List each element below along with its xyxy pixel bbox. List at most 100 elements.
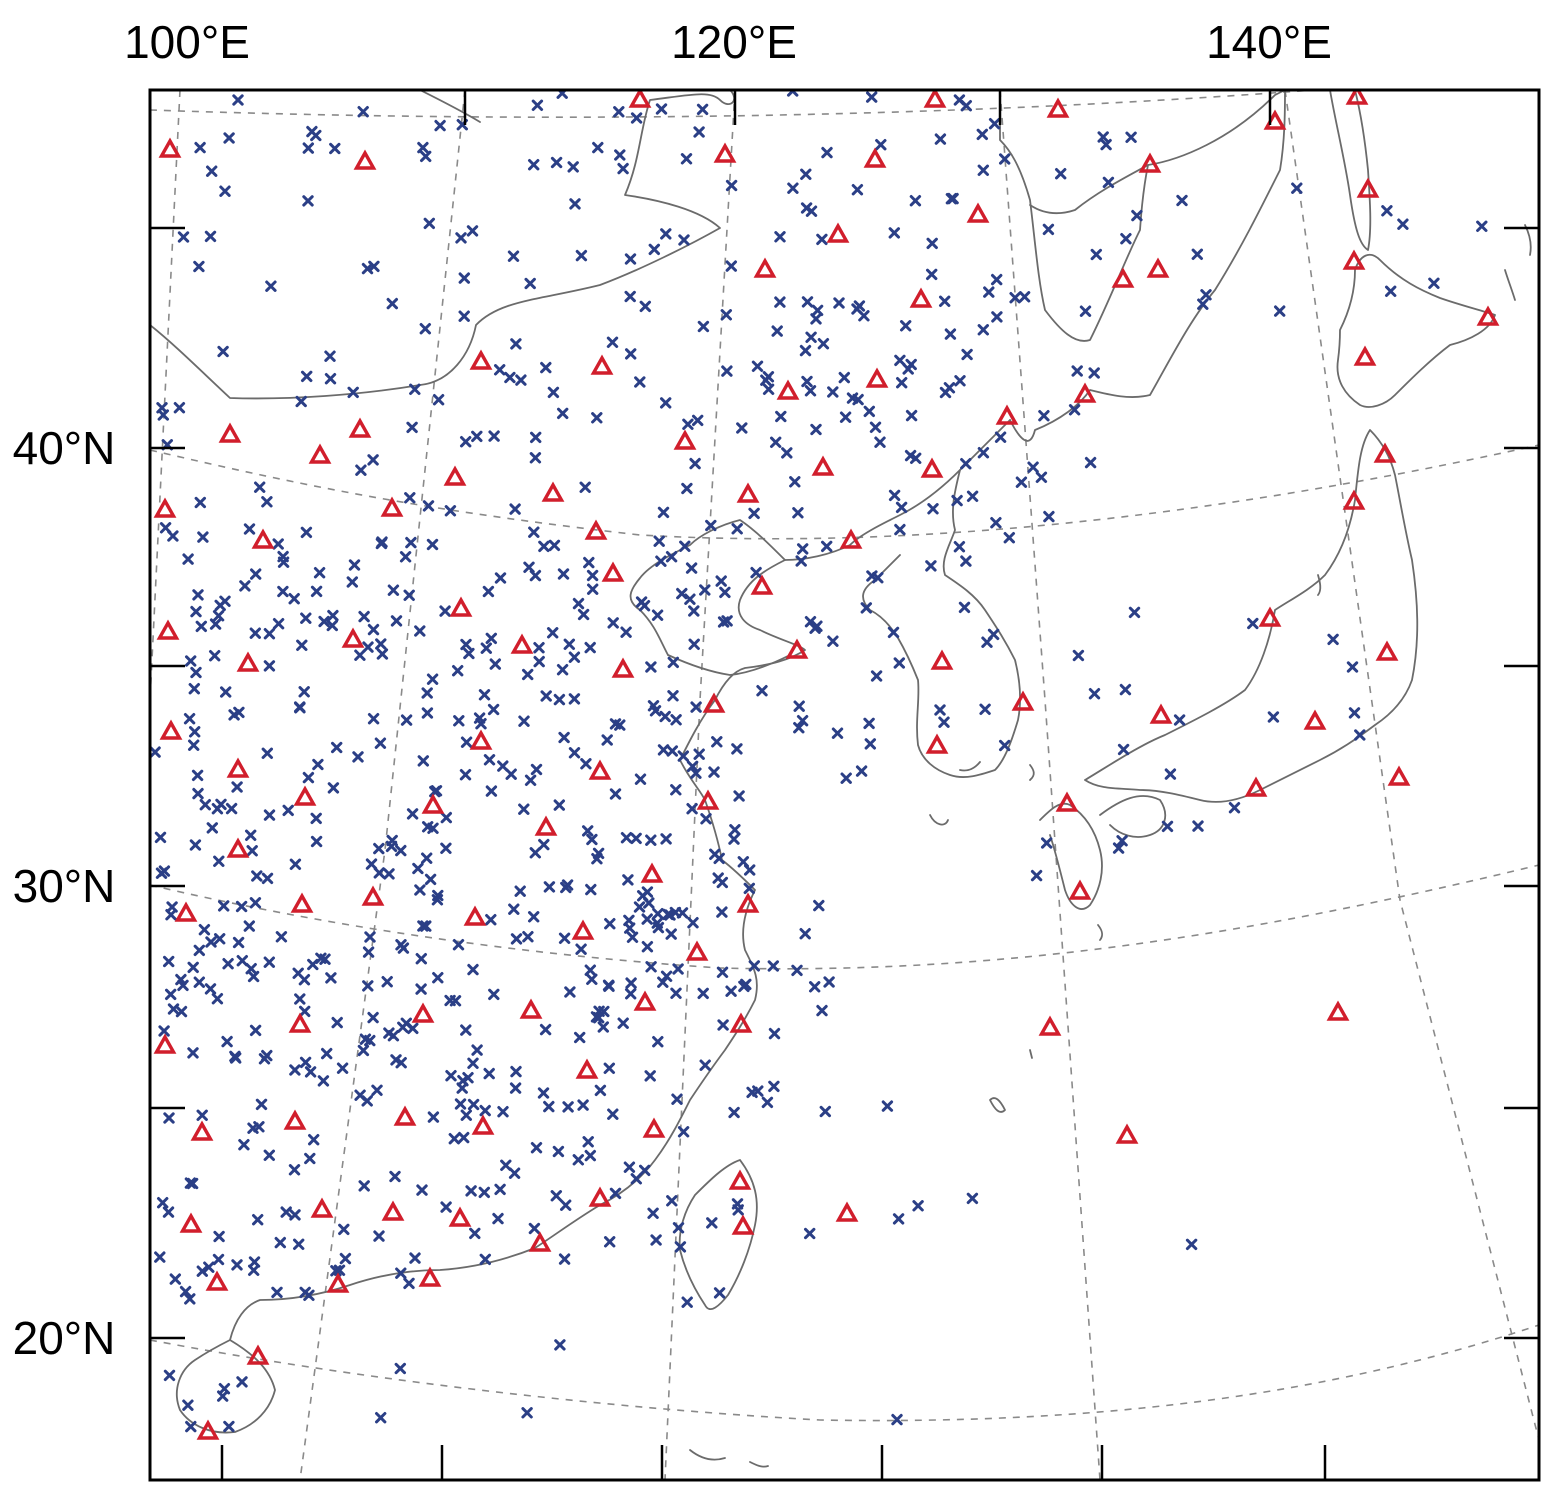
station-cross-marker [655,103,668,115]
station-cross-marker [383,868,395,880]
station-cross-marker [1385,285,1397,297]
station-triangle-marker [326,1272,350,1293]
station-cross-marker [725,260,737,272]
station-cross-marker [361,262,374,275]
station-cross-marker [203,1261,215,1273]
station-cross-marker [976,128,988,141]
station-cross-marker [925,560,937,572]
station-cross-marker [572,1154,584,1166]
station-cross-marker [390,1054,402,1066]
station-cross-marker [851,184,864,196]
station-cross-marker [364,1034,376,1047]
station-cross-marker [373,1230,385,1242]
station-cross-marker [934,133,947,145]
station-cross-marker [568,747,581,759]
station-triangle-marker [153,497,177,518]
station-cross-marker [190,666,202,679]
station-cross-marker [804,616,817,628]
station-cross-marker [245,829,257,841]
station-cross-marker [666,1195,678,1207]
station-triangle-marker [449,596,473,617]
station-cross-marker [1346,661,1359,673]
station-cross-marker [194,496,206,509]
station-cross-marker [693,748,705,760]
station-cross-marker [213,1230,225,1243]
station-triangle-marker [571,919,595,940]
station-cross-marker [254,481,266,493]
station-triangle-marker [1345,90,1369,105]
station-cross-marker [752,1085,764,1097]
station-cross-marker [204,983,217,995]
station-cross-marker [686,760,699,773]
station-cross-marker [603,1062,615,1074]
station-cross-marker [577,608,590,621]
station-cross-marker [624,290,636,303]
station-cross-marker [568,651,581,663]
station-triangle-marker [418,1266,442,1287]
station-cross-marker [414,625,426,637]
station-cross-marker [362,980,374,992]
station-cross-marker [194,141,206,154]
station-cross-marker [238,1139,250,1151]
station-triangle-marker [1046,97,1070,118]
station-cross-marker [677,750,689,762]
station-triangle-marker [601,561,625,582]
station-cross-marker [833,297,845,309]
station-cross-marker [440,842,452,854]
station-triangle-marker [839,528,863,549]
station-cross-marker [681,482,693,495]
station-cross-marker [247,1122,259,1134]
station-cross-marker [677,1126,690,1138]
station-cross-marker [163,955,175,968]
station-cross-marker [375,1412,387,1424]
station-cross-marker [426,538,439,551]
station-cross-marker [572,597,585,610]
station-cross-marker [371,1084,383,1096]
station-cross-marker [529,569,542,582]
station-cross-marker [510,1065,522,1078]
station-triangle-marker [865,367,889,388]
station-cross-marker [887,626,900,639]
station-cross-marker [251,870,263,882]
lon-label-100e: 100°E [124,16,250,68]
station-cross-marker [518,715,530,727]
station-cross-marker [220,686,232,698]
station-triangle-marker [1038,1015,1062,1036]
station-cross-marker [793,700,805,712]
station-cross-marker [951,494,963,507]
station-cross-marker [893,657,905,669]
station-cross-marker [289,858,302,870]
station-cross-marker [419,323,431,335]
station-cross-marker [648,243,660,256]
station-cross-marker [909,195,922,207]
station-triangle-marker [588,1186,612,1207]
station-cross-marker [1197,298,1209,310]
station-cross-marker [639,1164,651,1177]
station-cross-marker [756,685,768,697]
station-cross-marker [944,328,957,340]
station-cross-marker [649,705,662,717]
station-cross-marker [458,1131,470,1144]
station-cross-marker [357,1044,370,1057]
station-cross-marker [558,731,570,744]
station-cross-marker [355,464,367,476]
station-triangle-marker [925,733,949,754]
station-triangle-marker [753,257,777,278]
station-cross-marker [221,1035,233,1048]
station-cross-marker [422,821,434,833]
station-triangle-marker [293,785,317,806]
station-cross-marker [193,260,205,273]
station-cross-marker [569,198,581,210]
station-cross-marker [444,505,457,517]
station-cross-marker [184,1293,196,1305]
station-cross-marker [277,585,289,598]
station-cross-marker [460,638,472,651]
station-cross-marker [304,1066,317,1078]
station-cross-marker [719,586,731,599]
station-cross-marker [855,765,868,777]
map-frame [148,88,1541,1482]
station-cross-marker [586,833,598,846]
station-cross-marker [191,769,204,782]
station-cross-marker [624,922,636,934]
station-cross-marker [584,964,596,976]
